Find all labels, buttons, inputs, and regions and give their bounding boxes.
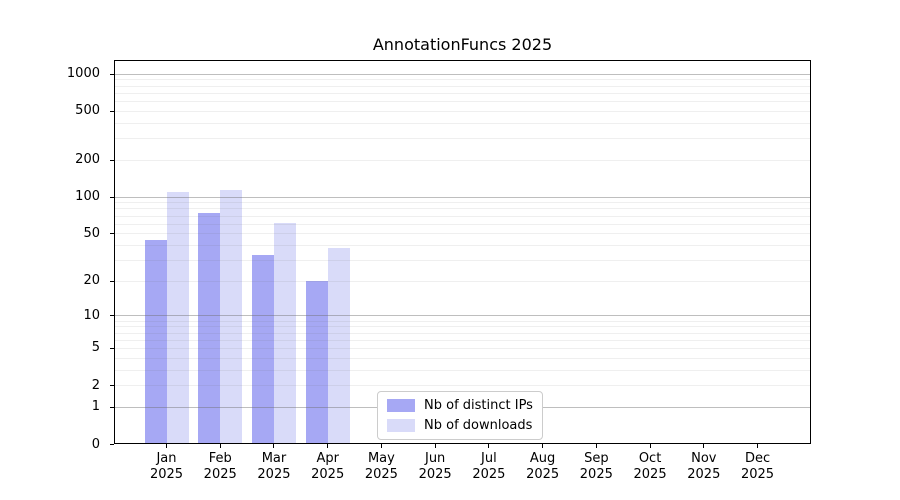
y-tick-mark [110, 444, 114, 445]
minor-gridline [114, 259, 811, 261]
bar-feb-distinct-ips [198, 212, 221, 443]
minor-gridline [114, 320, 811, 322]
minor-gridline [114, 122, 811, 124]
minor-gridline [114, 233, 811, 235]
minor-gridline [114, 280, 811, 282]
minor-gridline [114, 347, 811, 349]
legend-swatch-downloads [387, 419, 415, 432]
x-tick-label-nov: Nov 2025 [687, 451, 721, 482]
x-tick-label-aug: Aug 2025 [526, 451, 560, 482]
bar-feb-downloads [220, 190, 243, 443]
major-gridline [114, 315, 811, 317]
minor-gridline [114, 85, 811, 87]
bar-jan-downloads [166, 191, 189, 443]
minor-gridline [114, 101, 811, 103]
chart-title: AnnotationFuncs 2025 [372, 35, 553, 54]
y-tick-mark [110, 347, 114, 349]
y-tick-mark [110, 315, 114, 317]
y-tick-mark [110, 159, 114, 161]
x-tick-label-apr: Apr 2025 [311, 451, 345, 482]
minor-gridline [114, 369, 811, 371]
y-tick-label: 500 [75, 103, 100, 119]
x-tick-label-dec: Dec 2025 [740, 451, 775, 482]
legend-label-downloads: Nb of downloads [424, 418, 533, 433]
x-tick-mark [273, 444, 275, 448]
legend-label-distinct-ips: Nb of distinct IPs [424, 398, 533, 413]
bar-mar-downloads [273, 222, 296, 443]
x-tick-label-oct: Oct 2025 [633, 451, 667, 482]
major-gridline [114, 73, 811, 75]
y-tick-label: 1000 [66, 66, 100, 82]
minor-gridline [114, 332, 811, 334]
bar-apr-downloads [327, 247, 350, 443]
x-tick-mark [488, 444, 490, 448]
legend: Nb of distinct IPs Nb of downloads [377, 391, 543, 440]
minor-gridline [114, 92, 811, 94]
y-tick-mark [110, 73, 114, 75]
y-tick-label: 1 [91, 399, 100, 415]
x-tick-label-mar: Mar 2025 [257, 451, 291, 482]
minor-gridline [114, 385, 811, 387]
x-tick-label-may: May 2025 [364, 451, 398, 482]
y-tick-label: 5 [91, 340, 100, 356]
minor-gridline [114, 202, 811, 204]
y-tick-label: 200 [75, 152, 100, 168]
x-tick-mark [542, 444, 544, 448]
y-tick-mark [110, 280, 114, 282]
y-tick-label: 50 [83, 225, 100, 241]
x-tick-label-jul: Jul 2025 [472, 451, 506, 482]
minor-gridline [114, 326, 811, 328]
x-tick-mark [703, 444, 705, 448]
minor-gridline [114, 208, 811, 210]
y-tick-label: 2 [91, 377, 100, 393]
minor-gridline [114, 339, 811, 341]
legend-swatch-distinct-ips [387, 399, 415, 412]
y-tick-mark [110, 406, 114, 408]
x-tick-mark [219, 444, 221, 448]
bar-jan-distinct-ips [144, 239, 167, 443]
minor-gridline [114, 357, 811, 359]
x-tick-mark [434, 444, 436, 448]
minor-gridline [114, 110, 811, 112]
y-tick-mark [110, 196, 114, 198]
y-tick-label: 100 [75, 189, 100, 205]
y-tick-mark [110, 233, 114, 235]
minor-gridline [114, 159, 811, 161]
y-tick-label: 0 [91, 436, 100, 452]
bar-mar-distinct-ips [251, 255, 274, 443]
y-tick-label: 20 [83, 273, 100, 289]
x-tick-label-jun: Jun 2025 [418, 451, 452, 482]
minor-gridline [114, 138, 811, 140]
minor-gridline [114, 244, 811, 246]
y-tick-mark [110, 385, 114, 387]
x-tick-mark [166, 444, 167, 448]
x-tick-mark [649, 444, 651, 448]
x-tick-label-feb: Feb 2025 [203, 451, 237, 482]
minor-gridline [114, 215, 811, 217]
x-tick-mark [327, 444, 329, 448]
x-tick-label-jan: Jan 2025 [149, 451, 184, 482]
y-tick-mark [110, 110, 114, 112]
x-tick-mark [757, 444, 759, 448]
legend-item-downloads: Nb of downloads [387, 418, 533, 433]
x-tick-mark [380, 444, 382, 448]
bar-apr-distinct-ips [305, 280, 328, 443]
y-tick-label: 10 [83, 307, 100, 323]
major-gridline [114, 196, 811, 198]
minor-gridline [114, 223, 811, 225]
x-tick-label-sep: Sep 2025 [579, 451, 613, 482]
minor-gridline [114, 79, 811, 81]
legend-item-distinct-ips: Nb of distinct IPs [387, 398, 533, 413]
x-tick-mark [595, 444, 597, 448]
